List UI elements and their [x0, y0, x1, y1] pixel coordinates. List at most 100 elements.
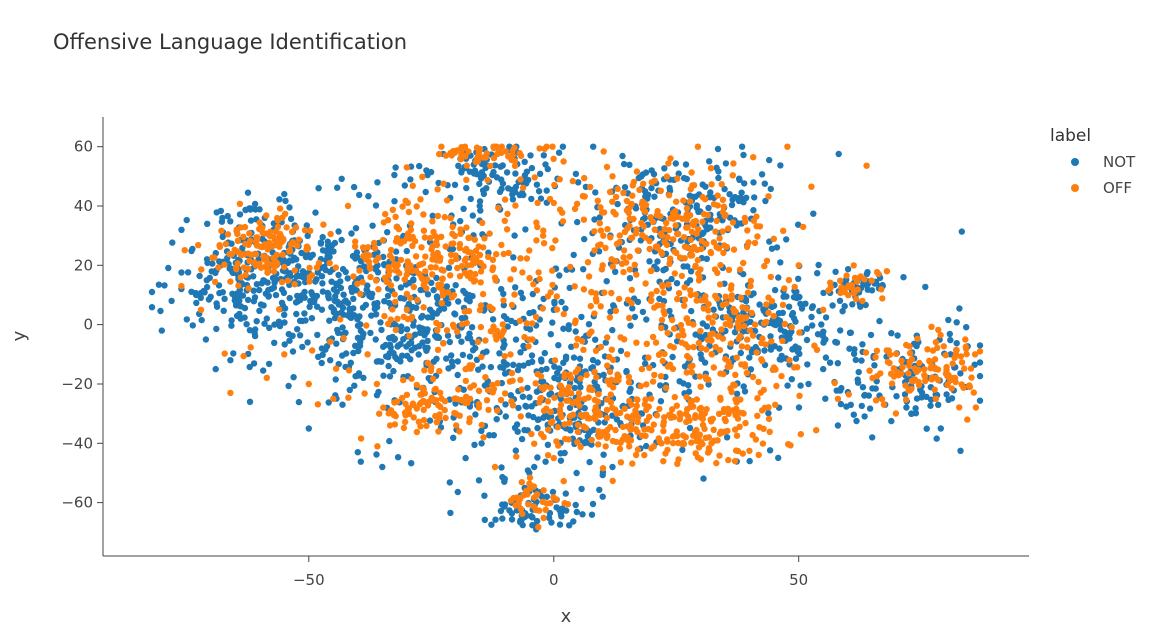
data-point-not — [397, 341, 404, 348]
data-point-off — [256, 260, 263, 267]
data-point-off — [727, 363, 734, 370]
data-point-off — [211, 254, 218, 261]
data-point-not — [544, 165, 551, 173]
data-point-off — [634, 247, 641, 254]
data-point-not — [976, 372, 984, 380]
data-point-off — [586, 330, 593, 337]
data-point-not — [586, 458, 593, 466]
data-point-not — [271, 321, 278, 328]
data-point-off — [372, 277, 380, 284]
data-point-off — [632, 451, 640, 459]
data-point-not — [855, 368, 862, 376]
data-point-not — [466, 298, 473, 305]
data-point-off — [638, 219, 645, 227]
data-point-not — [686, 192, 693, 199]
data-point-not — [945, 316, 952, 324]
legend-item-not[interactable]: NOT — [1071, 153, 1136, 171]
data-point-not — [639, 308, 647, 316]
legend-item-off[interactable]: OFF — [1071, 179, 1132, 197]
data-point-off — [392, 213, 399, 220]
data-point-off — [602, 443, 609, 450]
data-point-not — [702, 183, 709, 190]
data-point-off — [574, 438, 581, 446]
data-point-not — [570, 251, 577, 259]
data-point-not — [642, 169, 650, 176]
data-point-off — [572, 342, 580, 349]
data-point-off — [245, 285, 252, 292]
data-point-off — [657, 230, 664, 237]
data-point-not — [562, 305, 569, 312]
data-point-not — [386, 437, 393, 445]
data-point-not — [750, 179, 757, 186]
data-point-not — [558, 298, 565, 306]
data-point-off — [580, 423, 587, 430]
data-point-off — [708, 440, 715, 447]
data-point-off — [587, 183, 594, 191]
data-point-not — [551, 300, 558, 307]
data-point-off — [766, 428, 773, 435]
data-point-not — [408, 460, 415, 467]
data-point-off — [628, 286, 635, 294]
data-point-not — [549, 488, 557, 496]
data-point-off — [595, 441, 602, 448]
data-point-off — [675, 332, 682, 340]
data-point-off — [526, 336, 533, 343]
data-point-not — [820, 289, 827, 297]
data-point-not — [476, 198, 484, 205]
data-point-off — [597, 204, 604, 211]
data-point-not — [348, 230, 355, 237]
data-point-not — [355, 347, 362, 355]
data-point-not — [319, 288, 327, 295]
data-point-not — [861, 392, 868, 399]
data-point-not — [424, 291, 432, 298]
data-point-not — [481, 516, 488, 523]
data-point-off — [415, 418, 422, 425]
data-point-not — [286, 204, 293, 211]
data-point-off — [703, 406, 710, 413]
data-point-off — [549, 267, 556, 274]
data-point-off — [435, 415, 443, 422]
data-point-off — [252, 251, 260, 258]
data-point-not — [326, 317, 333, 324]
data-point-off — [513, 453, 520, 460]
data-point-off — [233, 266, 240, 273]
data-point-off — [547, 419, 555, 426]
data-point-off — [403, 306, 410, 313]
data-point-off — [604, 334, 611, 341]
data-point-off — [639, 198, 646, 205]
data-point-off — [479, 154, 487, 161]
data-point-not — [623, 367, 630, 375]
data-point-not — [721, 185, 728, 193]
data-point-not — [527, 152, 534, 159]
data-point-off — [712, 228, 719, 235]
data-point-off — [857, 273, 864, 280]
data-point-not — [836, 297, 844, 304]
data-point-off — [401, 418, 409, 426]
data-point-off — [404, 199, 411, 207]
data-point-off — [813, 427, 820, 434]
data-point-off — [591, 247, 598, 254]
data-point-off — [879, 295, 886, 302]
data-point-not — [236, 310, 243, 318]
data-point-not — [501, 503, 508, 510]
data-point-off — [648, 179, 655, 186]
data-point-off — [615, 295, 623, 303]
data-point-not — [301, 273, 308, 281]
data-point-off — [577, 443, 584, 451]
data-point-off — [423, 422, 430, 430]
data-point-off — [471, 277, 479, 284]
data-point-off — [688, 369, 695, 376]
data-point-not — [900, 274, 907, 281]
data-point-off — [422, 253, 429, 260]
data-point-off — [645, 403, 652, 410]
data-point-not — [514, 366, 522, 374]
data-point-not — [313, 276, 320, 283]
data-point-off — [749, 373, 757, 381]
data-point-not — [203, 277, 210, 284]
data-point-off — [465, 307, 473, 315]
data-point-off — [547, 384, 554, 391]
data-point-off — [613, 438, 620, 446]
x-tick-label: 0 — [549, 571, 559, 589]
data-point-off — [932, 395, 940, 402]
data-point-off — [453, 147, 461, 154]
